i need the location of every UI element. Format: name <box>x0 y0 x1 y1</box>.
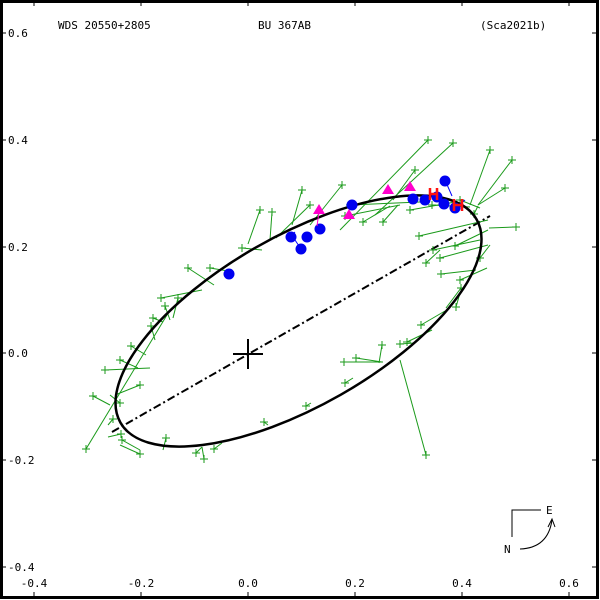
x-tick-label: 0.2 <box>345 577 365 590</box>
y-tick-label: 0.2 <box>8 241 28 254</box>
x-tick-label: 0.4 <box>452 577 472 590</box>
interferometric-observations <box>313 181 416 227</box>
orbit-reference: (Sca2021b) <box>480 19 546 32</box>
y-tick-label: 0.0 <box>8 347 28 360</box>
y-tick-label: 0.6 <box>8 27 28 40</box>
y-tick-label: -0.4 <box>8 561 35 574</box>
compass: E N <box>504 504 556 556</box>
y-ticks <box>0 32 598 568</box>
x-tick-label: 0.6 <box>559 577 579 590</box>
x-ticks <box>33 0 570 598</box>
x-tick-label: -0.2 <box>128 577 155 590</box>
discoverer-designation: BU 367AB <box>258 19 311 32</box>
hipparcos-observations <box>428 188 464 211</box>
y-tick-label: -0.2 <box>8 454 35 467</box>
compass-east-label: E <box>546 504 553 517</box>
x-tick-label: -0.4 <box>21 577 48 590</box>
x-tick-label: 0.0 <box>238 577 258 590</box>
primary-star-cross <box>233 339 263 369</box>
orbit-ellipse <box>114 194 483 448</box>
compass-north-label: N <box>504 543 511 556</box>
wds-id: WDS 20550+2805 <box>58 19 151 32</box>
y-tick-label: 0.4 <box>8 134 28 147</box>
